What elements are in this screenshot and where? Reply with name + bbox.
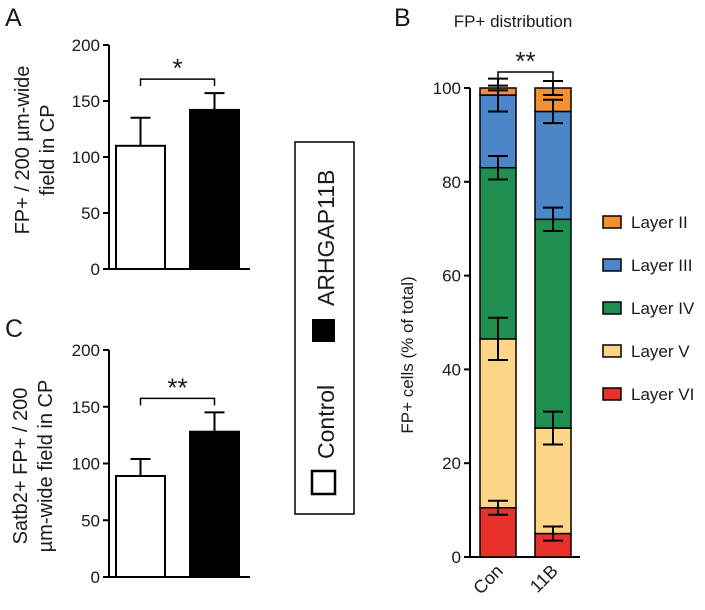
legend-label-arhgap11b: ARHGAP11B xyxy=(313,170,339,306)
chart-panel-a: 0 50 100 150 200 FP+ / 200 µm-wide field in CP… xyxy=(12,36,250,279)
legend-label-layer-iii: Layer III xyxy=(631,256,692,275)
bar-a-arhgap11b xyxy=(189,108,240,270)
panel-label-b: B xyxy=(394,4,411,32)
y-tick-label-a: 50 xyxy=(81,204,100,223)
y-tick-label-b: 0 xyxy=(452,548,461,567)
y-tick-label-b: 20 xyxy=(442,454,461,473)
legend-swatch-layer-iii xyxy=(602,258,622,272)
stacked-bar-segment-layer-vi xyxy=(479,507,517,558)
y-axis-label-c: Satb2+ FP+ / 200 µm-wide field in CP xyxy=(10,380,57,553)
legend-label-layer-iv: Layer IV xyxy=(631,299,695,318)
significance-bracket-c xyxy=(139,397,216,406)
y-tick-label-b: 80 xyxy=(442,173,461,192)
chart-panel-b: FP+ distribution 0 20 40 60 80 100 FP+ cells (%… xyxy=(398,12,695,598)
y-tick-label-b: 40 xyxy=(442,360,461,379)
y-tick-label-a: 200 xyxy=(72,36,100,55)
bar-a-control xyxy=(115,144,166,270)
legend-swatch-layer-vi xyxy=(602,387,622,401)
y-axis-label-line-c: µm-wide field in CP xyxy=(35,380,57,553)
y-tick-label-a: 100 xyxy=(72,148,100,167)
y-tick-label-b: 100 xyxy=(433,79,461,98)
legend-label-layer-v: Layer V xyxy=(631,342,690,361)
y-tick-label-c: 50 xyxy=(81,511,100,530)
x-tick-label-b: 11B xyxy=(526,561,562,597)
y-axis-label-a: FP+ / 200 µm-wide field in CP xyxy=(12,66,59,235)
significance-label-c: ** xyxy=(167,372,187,402)
y-axis-label-b: FP+ cells (% of total) xyxy=(398,276,417,433)
significance-label-a: * xyxy=(172,53,182,83)
y-axis-label-line-a: field in CP xyxy=(37,104,59,195)
stacked-bar-segment-layer-iii xyxy=(534,110,572,221)
y-tick-label-a: 0 xyxy=(91,260,100,279)
legend-label-control: Control xyxy=(313,385,339,459)
y-axis-label-line-c: Satb2+ FP+ / 200 xyxy=(10,388,32,545)
significance-label-b: ** xyxy=(515,46,535,76)
stacked-bar-segment-layer-iv xyxy=(534,218,572,429)
legend-swatch-layer-v xyxy=(602,344,622,358)
stacked-bar-segment-layer-iv xyxy=(479,166,517,340)
panel-label-a: A xyxy=(5,4,22,32)
legend-label-layer-ii: Layer II xyxy=(631,213,688,232)
chart-title-b: FP+ distribution xyxy=(454,12,573,31)
stacked-bar-segment-layer-v xyxy=(479,338,517,509)
bar-c-control xyxy=(115,474,166,578)
y-tick-label-b: 60 xyxy=(442,267,461,286)
legend-frame xyxy=(294,141,355,515)
y-tick-label-a: 150 xyxy=(72,92,100,111)
legend-label-layer-vi: Layer VI xyxy=(631,385,694,404)
significance-bracket-b xyxy=(497,71,554,80)
significance-bracket-a xyxy=(139,78,216,87)
y-tick-label-c: 100 xyxy=(72,455,100,474)
legend-swatch-layer-ii xyxy=(602,215,622,229)
y-tick-label-c: 0 xyxy=(91,568,100,587)
legend-swatch-control xyxy=(310,469,337,496)
y-tick-label-c: 200 xyxy=(72,341,100,360)
x-tick-label-b: Con xyxy=(469,561,506,598)
chart-panel-c: 0 50 100 150 200 Satb2+ FP+ / 200 µm-wide fiel… xyxy=(10,341,250,587)
legend-swatch-arhgap11b xyxy=(312,319,335,342)
shared-legend: Control ARHGAP11B xyxy=(294,141,355,515)
y-tick-label-c: 150 xyxy=(72,398,100,417)
y-axis-label-line-a: FP+ / 200 µm-wide xyxy=(12,66,34,235)
bar-c-arhgap11b xyxy=(189,430,240,578)
legend-swatch-layer-iv xyxy=(602,301,622,315)
panel-label-c: C xyxy=(5,315,23,343)
